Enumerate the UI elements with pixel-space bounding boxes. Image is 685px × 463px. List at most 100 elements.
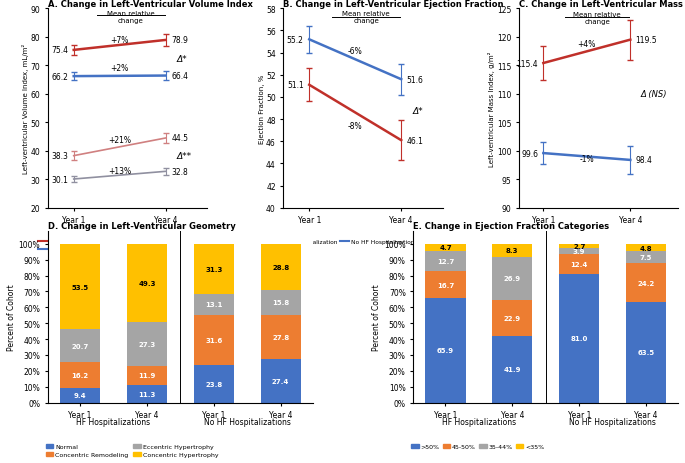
Text: 24.2: 24.2 [638, 280, 655, 286]
Text: 7.5: 7.5 [640, 255, 652, 261]
Text: Year 4: Year 4 [501, 410, 524, 419]
Text: 75.4: 75.4 [51, 46, 68, 55]
Bar [194, 244, 234, 294]
Text: 78.9: 78.9 [171, 36, 188, 45]
Text: Year 4: Year 4 [269, 410, 292, 419]
Bar [559, 255, 599, 274]
Text: 16.7: 16.7 [437, 282, 454, 288]
Bar [559, 274, 599, 403]
Bar [626, 264, 666, 302]
Text: 99.6: 99.6 [521, 149, 538, 158]
Legend: HF Hospitalization, No HF Hospitalization: HF Hospitalization, No HF Hospitalizatio… [509, 239, 650, 244]
Bar [194, 365, 234, 403]
Text: 12.4: 12.4 [571, 262, 588, 268]
Bar [60, 244, 100, 329]
Bar [127, 244, 167, 323]
Text: 27.3: 27.3 [138, 341, 155, 347]
Text: 55.2: 55.2 [287, 36, 303, 45]
Text: Mean relative
change: Mean relative change [573, 12, 621, 25]
Text: -8%: -8% [348, 122, 362, 131]
Bar [260, 290, 301, 315]
Text: 41.9: 41.9 [503, 367, 521, 373]
Text: 4.7: 4.7 [439, 245, 452, 251]
Bar [425, 298, 466, 403]
Text: Year 1: Year 1 [202, 410, 225, 419]
Bar [559, 244, 599, 249]
Text: 38.3: 38.3 [51, 152, 68, 161]
Text: 16.2: 16.2 [71, 372, 88, 378]
Bar [626, 302, 666, 403]
Text: 66.2: 66.2 [51, 73, 68, 81]
Bar [425, 272, 466, 298]
Y-axis label: Left-ventricular Mass Index, g/m²: Left-ventricular Mass Index, g/m² [488, 51, 495, 166]
Text: Δ (NS): Δ (NS) [640, 90, 667, 99]
Text: Year 1: Year 1 [434, 410, 457, 419]
Text: Δ*: Δ* [412, 106, 423, 115]
Text: Δ**: Δ** [177, 151, 192, 160]
Bar [60, 388, 100, 403]
Bar [60, 329, 100, 362]
Text: 11.3: 11.3 [138, 391, 155, 397]
Text: 26.9: 26.9 [503, 275, 521, 282]
Text: 31.3: 31.3 [205, 266, 223, 272]
Legend: >50%, 45-50%, 35-44%, <35%: >50%, 45-50%, 35-44%, <35% [411, 444, 544, 449]
Text: 12.7: 12.7 [437, 259, 454, 265]
Bar [60, 362, 100, 388]
Bar [260, 244, 301, 290]
Text: +7%: +7% [110, 36, 129, 45]
Text: 66.4: 66.4 [171, 72, 188, 81]
Text: 22.9: 22.9 [503, 315, 521, 321]
Text: E. Change in Ejection Fraction Categories: E. Change in Ejection Fraction Categorie… [413, 222, 610, 231]
Bar [626, 252, 666, 264]
Text: 31.6: 31.6 [205, 337, 223, 343]
Bar [127, 323, 167, 366]
Text: 23.8: 23.8 [205, 381, 223, 387]
Text: Mean relative
change: Mean relative change [107, 11, 155, 24]
Text: Year 4: Year 4 [135, 410, 159, 419]
Bar [493, 300, 532, 336]
Text: 27.4: 27.4 [272, 378, 289, 384]
Text: A. Change in Left-Ventricular Volume Index: A. Change in Left-Ventricular Volume Ind… [48, 0, 253, 8]
Bar [260, 315, 301, 359]
Bar [425, 244, 466, 252]
Text: No HF Hospitalizations: No HF Hospitalizations [569, 417, 656, 426]
Y-axis label: Percent of Cohort: Percent of Cohort [373, 284, 382, 350]
Bar [493, 257, 532, 300]
Text: 30.1: 30.1 [51, 175, 68, 184]
Text: Year 1: Year 1 [68, 410, 92, 419]
Text: -1%: -1% [580, 154, 594, 163]
Text: 32.8: 32.8 [171, 168, 188, 176]
Text: 98.4: 98.4 [636, 156, 652, 165]
Text: Year 1: Year 1 [567, 410, 591, 419]
Text: 13.1: 13.1 [205, 301, 223, 307]
Text: 8.3: 8.3 [506, 248, 519, 254]
Bar [425, 252, 466, 272]
Text: 115.4: 115.4 [516, 59, 538, 69]
Bar [194, 294, 234, 315]
Text: HF Hospitalizations: HF Hospitalizations [77, 417, 151, 426]
Bar [127, 385, 167, 403]
Text: 81.0: 81.0 [571, 336, 588, 342]
Bar [127, 366, 167, 385]
Bar [260, 359, 301, 403]
Text: Mean relative
change: Mean relative change [342, 12, 390, 25]
Bar [493, 336, 532, 403]
Text: 51.6: 51.6 [407, 75, 423, 85]
Text: 44.5: 44.5 [171, 134, 188, 143]
Text: +2%: +2% [110, 64, 129, 73]
Text: +4%: +4% [577, 40, 596, 49]
Legend: HF Hospitalization, No HF Hospitalization, End-Diastolic Volume Index, End-Systo: HF Hospitalization, No HF Hospitalizatio… [38, 239, 206, 252]
Bar [493, 244, 532, 257]
Text: 2.7: 2.7 [573, 244, 586, 249]
Y-axis label: Percent of Cohort: Percent of Cohort [7, 284, 16, 350]
Text: 11.9: 11.9 [138, 372, 155, 378]
Text: 20.7: 20.7 [71, 343, 88, 349]
Bar [559, 249, 599, 255]
Text: +21%: +21% [108, 135, 132, 144]
Legend: HF Hospitalization, No HF Hospitalization: HF Hospitalization, No HF Hospitalizatio… [274, 239, 414, 244]
Text: 27.8: 27.8 [272, 334, 289, 340]
Text: C. Change in Left-Ventricular Mass Index: C. Change in Left-Ventricular Mass Index [519, 0, 685, 8]
Text: HF Hospitalizations: HF Hospitalizations [442, 417, 516, 426]
Text: 63.5: 63.5 [638, 350, 655, 356]
Text: 53.5: 53.5 [71, 284, 88, 290]
